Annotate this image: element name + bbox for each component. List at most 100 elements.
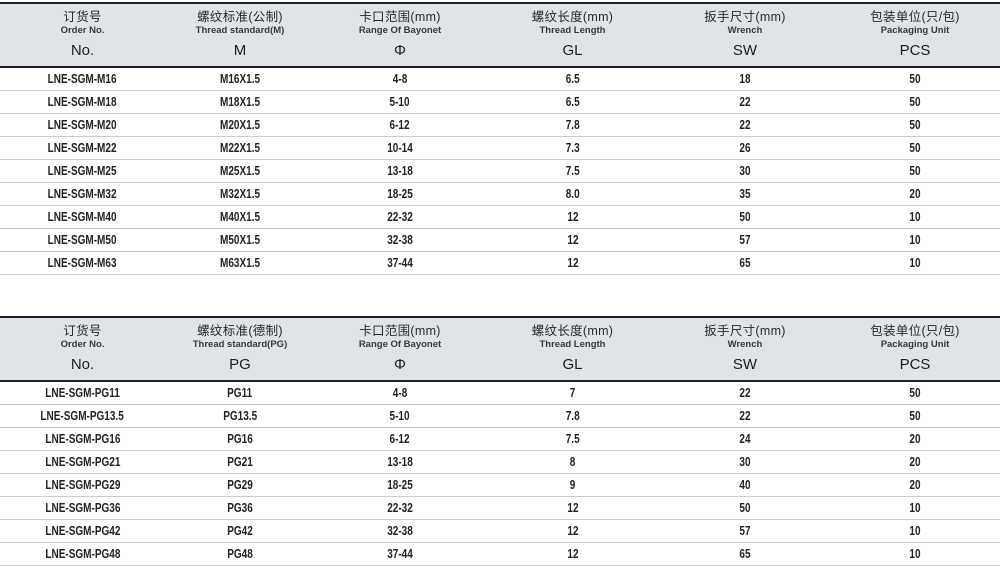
table-row: LNE-SGM-PG13.5 PG13.5 5-10 7.8 22 50	[0, 404, 1000, 428]
column-label-cn: 卡口范围(mm)	[359, 324, 441, 338]
cell-text: LNE-SGM-PG13.5	[40, 409, 125, 423]
cell-wrench-size: 30	[660, 450, 830, 474]
table-row: LNE-SGM-M32 M32X1.5 18-25 8.0 35 20	[0, 182, 1000, 206]
column-label-en: Thread Length	[539, 25, 606, 36]
cell-order-no: LNE-SGM-M22	[0, 136, 165, 160]
cell-thread-length: 9	[485, 473, 660, 497]
cell-text: 22	[739, 386, 751, 400]
column-label-cn: 卡口范围(mm)	[359, 10, 441, 24]
cell-text: 32-38	[387, 524, 413, 538]
table-row: LNE-SGM-PG16 PG16 6-12 7.5 24 20	[0, 427, 1000, 451]
cell-text: LNE-SGM-PG36	[44, 501, 120, 515]
cell-text: 12	[566, 210, 579, 224]
cell-thread-length: 12	[485, 205, 660, 229]
cell-text: LNE-SGM-M25	[48, 164, 117, 178]
cell-text: LNE-SGM-M22	[48, 141, 117, 155]
cell-packaging-unit: 10	[830, 228, 1000, 252]
column-label-cn: 包装单位(只/包)	[870, 324, 960, 338]
table-row: LNE-SGM-M40 M40X1.5 22-32 12 50 10	[0, 205, 1000, 229]
cell-text: 6.5	[565, 72, 580, 86]
cell-text: 10-14	[387, 141, 413, 155]
cell-text: 57	[739, 524, 751, 538]
column-label-cn: 螺纹长度(mm)	[531, 10, 614, 24]
cell-wrench-size: 35	[660, 182, 830, 206]
table-row: LNE-SGM-PG21 PG21 13-18 8 30 20	[0, 450, 1000, 474]
cell-text: 12	[566, 233, 579, 247]
column-header-order-no: 订货号 Order No. No.	[0, 2, 165, 68]
cell-thread-length: 7.3	[485, 136, 660, 160]
cell-packaging-unit: 50	[830, 90, 1000, 114]
column-label-en: Wrench	[727, 25, 763, 36]
column-label-en: Range Of Bayonet	[358, 339, 442, 350]
table-row: LNE-SGM-M20 M20X1.5 6-12 7.8 22 50	[0, 113, 1000, 137]
cell-text: 20	[909, 455, 921, 469]
cell-thread-standard: M20X1.5	[165, 113, 315, 137]
cell-text: LNE-SGM-M32	[48, 187, 117, 201]
cell-wrench-size: 65	[660, 251, 830, 275]
cell-order-no: LNE-SGM-M16	[0, 67, 165, 91]
cell-wrench-size: 26	[660, 136, 830, 160]
cell-text: 7.8	[565, 409, 580, 423]
pg-table-body: LNE-SGM-PG11 PG11 4-8 7 22 50 LNE-SGM-PG…	[0, 381, 1000, 566]
cell-thread-length: 7.8	[485, 404, 660, 428]
cell-text: M20X1.5	[219, 118, 261, 132]
column-label-cn: 包装单位(只/包)	[870, 10, 960, 24]
column-header-packaging-unit: 包装单位(只/包) Packaging Unit PCS	[830, 316, 1000, 382]
cell-text: 18	[739, 72, 751, 86]
cell-text: 22	[739, 95, 751, 109]
cell-text: 4-8	[392, 72, 408, 86]
cell-text: 30	[739, 164, 751, 178]
cell-text: 22-32	[387, 501, 413, 515]
cell-bayonet-range: 6-12	[315, 113, 485, 137]
cell-text: 37-44	[387, 547, 413, 561]
column-label-cn: 扳手尺寸(mm)	[704, 324, 786, 338]
cell-thread-standard: M25X1.5	[165, 159, 315, 183]
cell-thread-standard: PG36	[165, 496, 315, 520]
column-code: No.	[70, 42, 95, 59]
cell-bayonet-range: 32-38	[315, 519, 485, 543]
column-header-thread-length: 螺纹长度(mm) Thread Length GL	[485, 2, 660, 68]
cell-thread-length: 12	[485, 251, 660, 275]
table-row: LNE-SGM-PG42 PG42 32-38 12 57 10	[0, 519, 1000, 543]
table-row: LNE-SGM-PG29 PG29 18-25 9 40 20	[0, 473, 1000, 497]
cell-thread-length: 7.5	[485, 427, 660, 451]
metric-table-header: 订货号 Order No. No. 螺纹标准(公制) Thread standa…	[0, 2, 1000, 68]
column-label-en: Wrench	[727, 339, 763, 350]
column-header-thread-standard: 螺纹标准(德制) Thread standard(PG) PG	[165, 316, 315, 382]
header-row: 订货号 Order No. No. 螺纹标准(公制) Thread standa…	[0, 2, 1000, 68]
cell-thread-standard: PG42	[165, 519, 315, 543]
cell-bayonet-range: 10-14	[315, 136, 485, 160]
cell-text: 50	[739, 501, 751, 515]
cell-text: 12	[566, 256, 579, 270]
cell-bayonet-range: 6-12	[315, 427, 485, 451]
cell-thread-length: 7	[485, 381, 660, 405]
cell-order-no: LNE-SGM-PG48	[0, 542, 165, 566]
cell-text: 37-44	[387, 256, 413, 270]
cell-bayonet-range: 22-32	[315, 496, 485, 520]
cell-text: 13-18	[387, 455, 413, 469]
table-row: LNE-SGM-M18 M18X1.5 5-10 6.5 22 50	[0, 90, 1000, 114]
cell-order-no: LNE-SGM-M32	[0, 182, 165, 206]
cell-text: 20	[909, 478, 921, 492]
cell-packaging-unit: 20	[830, 427, 1000, 451]
cell-text: 4-8	[392, 386, 408, 400]
table-row: LNE-SGM-M22 M22X1.5 10-14 7.3 26 50	[0, 136, 1000, 160]
cell-order-no: LNE-SGM-PG29	[0, 473, 165, 497]
cell-order-no: LNE-SGM-PG16	[0, 427, 165, 451]
cell-thread-standard: PG16	[165, 427, 315, 451]
cell-order-no: LNE-SGM-PG36	[0, 496, 165, 520]
column-code: M	[233, 42, 247, 59]
cell-packaging-unit: 50	[830, 113, 1000, 137]
cell-text: 5-10	[389, 95, 411, 109]
cell-packaging-unit: 20	[830, 182, 1000, 206]
cell-text: 22	[739, 409, 751, 423]
cell-wrench-size: 18	[660, 67, 830, 91]
cell-text: 7.8	[565, 118, 580, 132]
column-label-cn: 螺纹长度(mm)	[531, 324, 614, 338]
cell-packaging-unit: 10	[830, 251, 1000, 275]
column-label-cn: 螺纹标准(德制)	[197, 324, 283, 338]
table-row: LNE-SGM-M63 M63X1.5 37-44 12 65 10	[0, 251, 1000, 275]
cell-bayonet-range: 13-18	[315, 159, 485, 183]
cell-text: 10	[909, 210, 921, 224]
cell-bayonet-range: 5-10	[315, 404, 485, 428]
